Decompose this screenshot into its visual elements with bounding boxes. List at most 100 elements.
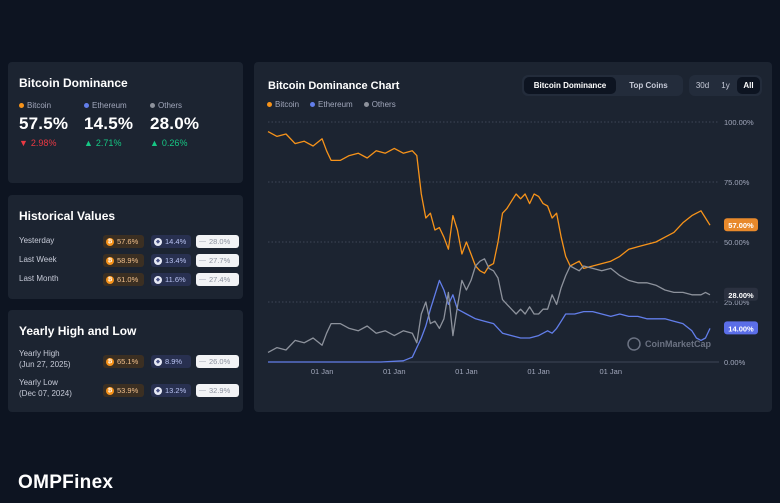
dominance-ethereum-change: 2.71% [95,138,122,148]
current-value-label: 57.00% [728,221,754,230]
dominance-ethereum-value: 14.5% [84,114,134,133]
legend-label: Ethereum [318,100,353,109]
x-tick-label: 01 Jan [455,367,478,376]
ethereum-coin-icon: ◆ [154,237,162,246]
row-label: Last Month [19,274,59,283]
yearly-title: Yearly High and Low [19,324,137,338]
historical-title: Historical Values [19,209,116,223]
legend-item-ethereum[interactable]: Ethereum [310,100,353,109]
current-value-badge [724,287,758,301]
dominance-ethereum: Ethereum 14.5% ▲ 2.71% [84,101,133,148]
ethereum-coin-icon: ◆ [154,386,162,395]
bitcoin-dot-icon [267,102,272,107]
eth-value: 14.4% [165,237,187,246]
dominance-chart: 100.00% 75.00% 50.00% 25.00% 0.00% 01 Jan 01 J… [267,118,758,376]
others-value: 27.7% [209,256,231,265]
dominance-bitcoin-value: 57.5% [19,114,69,133]
others-dot-icon [150,103,155,108]
triangle-down-icon: ▼ [19,138,28,148]
dominance-bitcoin-change: 2.98% [30,138,57,148]
eth-value: 13.2% [165,386,187,395]
others-dot-icon [363,102,369,107]
btc-value: 65.1% [117,357,139,366]
others-dash-icon: — [199,238,206,245]
others-value: 27.4% [209,275,231,284]
brand-logo: OMPFinex [18,472,114,493]
bitcoin-coin-icon: ₿ [106,386,114,395]
btc-value: 53.9% [117,386,139,395]
range-1y[interactable]: 1y [721,81,730,90]
triangle-up-icon: ▲ [84,138,93,148]
range-30d[interactable]: 30d [695,81,710,90]
yearly-row: Yearly High (Jun 27, 2025) ₿ 65.1% ◆ 8.9% —… [19,348,239,374]
dominance-others-change: 0.26% [161,138,188,148]
row-date: (Dec 07, 2024) [19,389,72,398]
row-label: Yearly High [19,349,60,358]
ethereum-dot-icon [84,103,89,108]
dominance-others-label: Others [158,101,183,110]
current-value-label: 28.00% [728,291,754,300]
others-dash-icon: — [199,358,206,365]
others-value: 26.0% [209,357,231,366]
btc-value: 61.0% [117,275,139,284]
chart-title: Bitcoin Dominance Chart [268,80,400,92]
legend-item-bitcoin[interactable]: Bitcoin [267,100,299,109]
historical-values-card: Historical Values Yesterday ₿ 57.6% ◆ 14.4… [8,195,243,299]
chart-tab-switcher: Bitcoin Dominance Top Coins [522,75,683,96]
dominance-chart-card: 100.00% 75.00% 50.00% 25.00% 0.00% 01 Jan 01 J… [254,62,772,412]
legend-label: Bitcoin [275,100,300,109]
x-tick-label: 01 Jan [311,367,334,376]
tab-top-coins[interactable]: Top Coins [629,81,668,90]
dominance-others: Others 28.0% ▲ 0.26% [150,101,199,148]
x-tick-label: 01 Jan [383,367,406,376]
others-value: 28.0% [209,237,231,246]
yearly-row: Yearly Low (Dec 07, 2024) ₿ 53.9% ◆ 13.2% —… [19,377,239,403]
eth-value: 11.6% [165,275,186,284]
btc-value: 57.6% [117,237,139,246]
x-tick-label: 01 Jan [527,367,550,376]
y-tick-label: 25.00% [724,298,750,307]
yearly-high-low-card: Yearly High and Low Yearly High (Jun 27, … [8,310,243,412]
ethereum-coin-icon: ◆ [154,275,162,284]
others-dash-icon: — [199,387,206,394]
historical-row: Last Month ₿ 61.0% ◆ 11.6% —27.4% [19,273,239,287]
y-tick-label: 50.00% [724,238,750,247]
row-label: Yesterday [19,236,55,245]
bitcoin-coin-icon: ₿ [106,357,114,366]
ethereum-coin-icon: ◆ [154,357,162,366]
bitcoin-coin-icon: ₿ [106,275,114,284]
y-tick-label: 75.00% [724,178,750,187]
chart-legend: Bitcoin Ethereum Others [267,100,396,109]
current-value-badge [724,218,758,232]
dominance-title: Bitcoin Dominance [19,76,128,90]
current-value-label: 14.00% [728,324,754,333]
ethereum-coin-icon: ◆ [154,256,162,265]
dominance-ethereum-label: Ethereum [92,101,127,110]
others-value: 32.9% [209,386,231,395]
row-date: (Jun 27, 2025) [19,360,71,369]
bitcoin-coin-icon: ₿ [106,256,114,265]
legend-item-others[interactable]: Others [363,100,396,109]
legend-label: Others [371,100,396,109]
series-line-others [267,258,711,353]
row-label: Last Week [19,255,57,264]
row-label: Yearly Low [19,378,58,387]
others-dash-icon: — [199,257,206,264]
coinmarketcap-logo-icon [627,337,641,351]
eth-value: 13.4% [165,256,187,265]
eth-value: 8.9% [165,357,183,366]
current-value-badge [724,321,758,335]
watermark-text: CoinMarketCap [645,339,712,349]
series-line-bitcoin [267,131,711,274]
triangle-up-icon: ▲ [150,138,159,148]
dominance-bitcoin-label: Bitcoin [27,101,52,110]
historical-row: Last Week ₿ 58.9% ◆ 13.4% —27.7% [19,254,239,268]
tab-bitcoin-dominance[interactable]: Bitcoin Dominance [524,77,616,94]
range-all[interactable]: All [737,77,760,94]
x-tick-label: 01 Jan [599,367,622,376]
dominance-card: Bitcoin Dominance Bitcoin 57.5% ▼ 2.98% E… [8,62,243,225]
y-tick-label: 100.00% [724,118,754,127]
btc-value: 58.9% [117,256,139,265]
y-tick-label: 0.00% [724,358,746,367]
dominance-others-value: 28.0% [150,114,200,133]
